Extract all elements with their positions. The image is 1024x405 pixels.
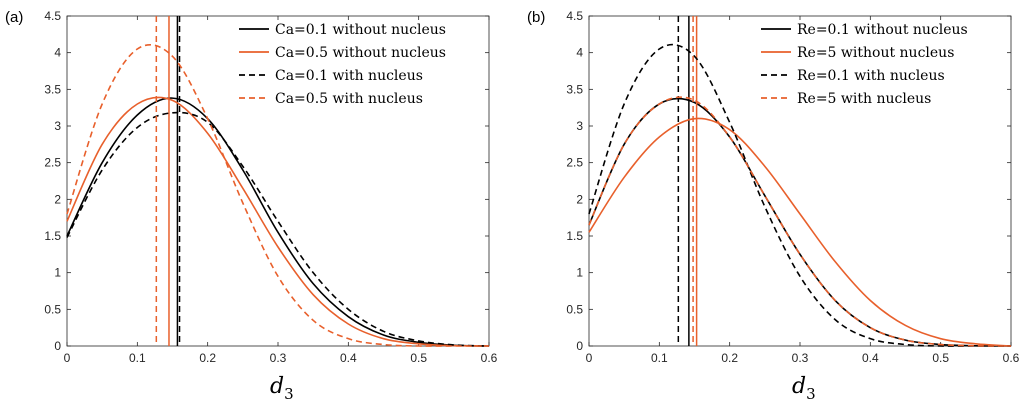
series-line bbox=[588, 97, 1012, 347]
chart-panel-b: 0 0.1 0.2 0.3 0.4 0.5 0.6 0 0.5 1 1.5 2 2.5 3 3.5 4 4.5 (… bbox=[527, 9, 1020, 403]
y-tick-label: 0.5 bbox=[44, 302, 61, 316]
y-tick-label: 2 bbox=[54, 192, 61, 206]
x-tick-label: 0.5 bbox=[410, 351, 427, 365]
y-tick-label: 4.5 bbox=[44, 9, 61, 23]
panel-label: (a) bbox=[5, 9, 23, 26]
x-axis-label: d3 bbox=[270, 374, 294, 403]
x-tick-label: 0.6 bbox=[1003, 351, 1020, 365]
plot-area bbox=[66, 15, 490, 347]
legend-label: Ca=0.5 without nucleus bbox=[275, 45, 446, 61]
legend-label: Re=0.1 without nucleus bbox=[797, 22, 968, 38]
y-tick-label: 3.5 bbox=[566, 82, 583, 96]
y-tick-label: 0.5 bbox=[566, 302, 583, 316]
y-tick-label: 2.5 bbox=[44, 156, 61, 170]
y-tick-label: 1.5 bbox=[44, 229, 61, 243]
x-tick-label: 0.1 bbox=[129, 351, 146, 365]
legend-label: Ca=0.5 with nucleus bbox=[275, 91, 423, 107]
x-tick-label: 0 bbox=[586, 351, 593, 365]
y-tick-label: 1 bbox=[54, 266, 61, 280]
y-tick-label: 2.5 bbox=[566, 156, 583, 170]
x-tick-label: 0.4 bbox=[862, 351, 879, 365]
x-axis-label-main: d bbox=[270, 374, 284, 399]
y-tick-label: 4.5 bbox=[566, 9, 583, 23]
y-tick-label: 3 bbox=[54, 119, 61, 133]
y-tick-label: 0 bbox=[576, 339, 583, 353]
legend: Ca=0.1 without nucleus Ca=0.5 without nuc… bbox=[239, 22, 446, 107]
y-tick-label: 2 bbox=[576, 192, 583, 206]
legend-label: Ca=0.1 with nucleus bbox=[275, 68, 423, 84]
x-axis-label-sub: 3 bbox=[284, 385, 294, 403]
series-line bbox=[66, 96, 490, 347]
legend: Re=0.1 without nucleus Re=5 without nucle… bbox=[761, 22, 968, 107]
y-tick-label: 3 bbox=[576, 119, 583, 133]
chart-panel-a: 0 0.1 0.2 0.3 0.4 0.5 0.6 0 0.5 1 1.5 2 2.5 3 3.5 4 4.5 (… bbox=[5, 9, 498, 403]
y-tick-label: 1.5 bbox=[566, 229, 583, 243]
x-axis-label: d3 bbox=[792, 374, 816, 403]
legend-label: Re=5 without nucleus bbox=[797, 45, 954, 61]
series-line bbox=[66, 97, 490, 347]
x-tick-label: 0.1 bbox=[651, 351, 668, 365]
series-line bbox=[588, 117, 1012, 347]
y-tick-label: 4 bbox=[54, 46, 61, 60]
series-line bbox=[588, 43, 1011, 347]
plot-area bbox=[588, 15, 1012, 347]
y-tick-label: 4 bbox=[576, 46, 583, 60]
x-tick-label: 0.3 bbox=[270, 351, 287, 365]
y-tick-label: 1 bbox=[576, 266, 583, 280]
x-tick-label: 0.2 bbox=[721, 351, 738, 365]
y-tick-label: 3.5 bbox=[44, 82, 61, 96]
x-tick-label: 0.4 bbox=[340, 351, 357, 365]
x-tick-label: 0 bbox=[64, 351, 71, 365]
x-axis-label-main: d bbox=[792, 374, 806, 399]
series-line bbox=[66, 43, 489, 347]
series-line bbox=[66, 111, 490, 347]
series-line bbox=[588, 96, 1012, 347]
legend-label: Re=0.1 with nucleus bbox=[797, 68, 945, 84]
x-tick-label: 0.5 bbox=[932, 351, 949, 365]
x-tick-label: 0.2 bbox=[199, 351, 216, 365]
legend-label: Ca=0.1 without nucleus bbox=[275, 22, 446, 38]
x-tick-label: 0.3 bbox=[792, 351, 809, 365]
x-tick-label: 0.6 bbox=[481, 351, 498, 365]
y-tick-label: 0 bbox=[54, 339, 61, 353]
legend-label: Re=5 with nucleus bbox=[797, 91, 931, 107]
x-axis-label-sub: 3 bbox=[806, 385, 816, 403]
panel-label: (b) bbox=[527, 9, 545, 26]
